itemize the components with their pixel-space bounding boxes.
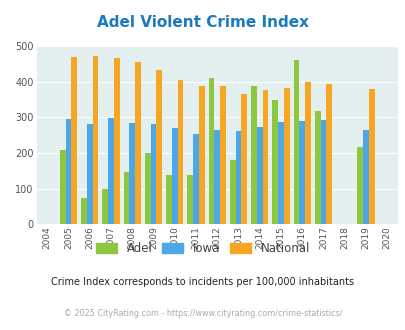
Bar: [293, 60, 298, 224]
Bar: [60, 149, 65, 224]
Bar: [145, 153, 150, 224]
Bar: [156, 70, 162, 224]
Bar: [113, 58, 119, 224]
Text: Adel Violent Crime Index: Adel Violent Crime Index: [97, 15, 308, 30]
Text: Crime Index corresponds to incidents per 100,000 inhabitants: Crime Index corresponds to incidents per…: [51, 277, 354, 287]
Bar: [87, 123, 92, 224]
Bar: [314, 111, 320, 224]
Bar: [171, 128, 177, 224]
Bar: [362, 130, 368, 224]
Bar: [187, 175, 193, 224]
Bar: [65, 119, 71, 224]
Bar: [71, 57, 77, 224]
Bar: [150, 124, 156, 224]
Bar: [229, 160, 235, 224]
Bar: [256, 127, 262, 224]
Bar: [123, 172, 129, 224]
Bar: [129, 123, 135, 224]
Bar: [298, 121, 304, 224]
Bar: [356, 148, 362, 224]
Bar: [92, 56, 98, 224]
Bar: [108, 118, 113, 224]
Bar: [220, 86, 225, 224]
Legend: Adel, Iowa, National: Adel, Iowa, National: [92, 239, 313, 259]
Bar: [320, 120, 326, 224]
Bar: [135, 62, 141, 224]
Bar: [251, 86, 256, 224]
Bar: [177, 80, 183, 224]
Bar: [304, 82, 310, 224]
Bar: [262, 90, 268, 224]
Bar: [214, 130, 220, 224]
Bar: [208, 78, 214, 224]
Bar: [277, 122, 283, 224]
Bar: [241, 94, 247, 224]
Bar: [235, 131, 241, 224]
Bar: [81, 198, 87, 224]
Bar: [198, 86, 204, 224]
Text: © 2025 CityRating.com - https://www.cityrating.com/crime-statistics/: © 2025 CityRating.com - https://www.city…: [64, 309, 341, 318]
Bar: [283, 87, 289, 224]
Bar: [193, 134, 198, 224]
Bar: [166, 175, 171, 224]
Bar: [368, 89, 374, 224]
Bar: [272, 100, 277, 224]
Bar: [102, 189, 108, 224]
Bar: [326, 84, 331, 224]
